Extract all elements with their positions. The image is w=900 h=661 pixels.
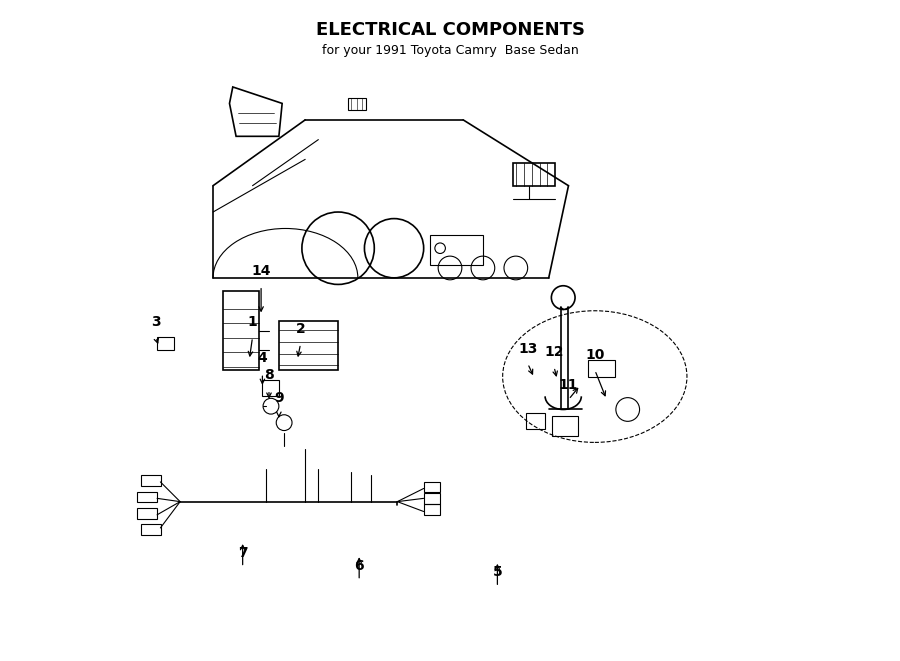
Text: 2: 2 xyxy=(296,322,305,336)
Text: 14: 14 xyxy=(251,264,271,278)
Text: 11: 11 xyxy=(559,377,578,392)
Text: 3: 3 xyxy=(151,315,160,329)
Text: 1: 1 xyxy=(248,315,257,329)
Text: 7: 7 xyxy=(238,545,248,560)
Text: 8: 8 xyxy=(264,368,274,382)
Text: 6: 6 xyxy=(355,559,364,572)
Text: 5: 5 xyxy=(492,565,502,579)
Text: 13: 13 xyxy=(518,342,537,356)
Text: 10: 10 xyxy=(585,348,605,362)
Text: 4: 4 xyxy=(257,352,267,366)
Text: ELECTRICAL COMPONENTS: ELECTRICAL COMPONENTS xyxy=(316,21,584,39)
Text: 9: 9 xyxy=(274,391,284,405)
Text: 12: 12 xyxy=(544,345,563,359)
Text: for your 1991 Toyota Camry  Base Sedan: for your 1991 Toyota Camry Base Sedan xyxy=(321,44,579,57)
